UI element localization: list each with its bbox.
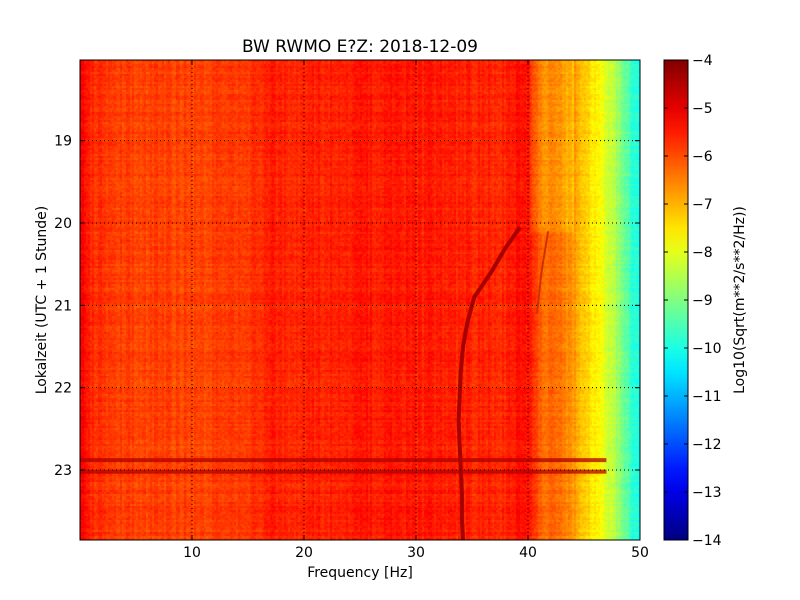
y-tick-label: 19 xyxy=(54,134,72,150)
x-tick-label: 50 xyxy=(631,545,649,561)
colorbar-tick-label: −8 xyxy=(692,245,713,261)
colorbar-tick-label: −9 xyxy=(692,293,713,309)
y-tick-label: 20 xyxy=(54,216,72,232)
colorbar: −4 −5 −6 −7 −8 −9 −10 −11 −12 −13 −14 Log10(Sqrt(m… xyxy=(663,53,748,549)
wandering-spectral-line xyxy=(456,225,522,541)
x-tick-label: 10 xyxy=(183,545,201,561)
chart-title: BW RWMO E?Z: 2018-12-09 xyxy=(242,37,478,57)
y-axis: 19 20 21 22 23 xyxy=(54,134,640,479)
spectrogram-heatmap xyxy=(80,60,640,540)
broadband-event-band xyxy=(80,469,607,474)
grid-lines xyxy=(80,60,640,540)
colorbar-tick-label: −4 xyxy=(692,53,713,69)
y-tick-label: 21 xyxy=(54,298,72,314)
x-axis-label: Frequency [Hz] xyxy=(307,565,413,581)
broadband-event-band xyxy=(80,458,607,463)
x-tick-label: 30 xyxy=(407,545,425,561)
plot-frame xyxy=(79,59,641,541)
colorbar-tick-label: −6 xyxy=(692,149,713,165)
y-tick-label: 22 xyxy=(54,381,72,397)
spectrogram-plot: 10 20 30 40 50 19 20 21 22 23 xyxy=(54,59,649,561)
y-axis-label: Lokalzeit (UTC + 1 Stunde) xyxy=(34,206,50,395)
colorbar-label: Log10(Sqrt(m**2/s**2/Hz)) xyxy=(732,206,748,394)
secondary-spectral-line xyxy=(535,231,550,314)
colorbar-tick-label: −12 xyxy=(692,437,722,453)
colorbar-tick-label: −5 xyxy=(692,101,713,117)
colorbar-tick-label: −7 xyxy=(692,197,713,213)
spectral-lines xyxy=(80,225,607,541)
colorbar-tick-label: −11 xyxy=(692,389,722,405)
x-tick-label: 20 xyxy=(295,545,313,561)
colorbar-tick-label: −14 xyxy=(692,533,722,549)
colorbar-tick-label: −13 xyxy=(692,485,722,501)
x-tick-label: 40 xyxy=(519,545,537,561)
colorbar-ticks: −4 −5 −6 −7 −8 −9 −10 −11 −12 −13 −14 xyxy=(664,53,722,549)
x-axis: 10 20 30 40 50 xyxy=(183,60,649,561)
colorbar-tick-label: −10 xyxy=(692,341,722,357)
y-tick-label: 23 xyxy=(54,463,72,479)
